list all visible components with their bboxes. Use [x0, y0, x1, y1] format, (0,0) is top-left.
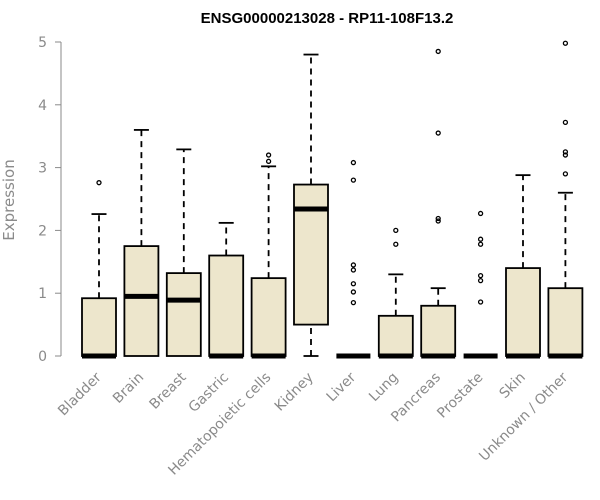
- box-iqr: [250, 277, 287, 357]
- outlier-point: [562, 119, 569, 126]
- y-axis-label: Expression: [0, 159, 18, 240]
- box-iqr: [547, 287, 584, 357]
- outlier-point: [477, 272, 484, 279]
- box-liver: [336, 159, 371, 359]
- y-tick-label-2: 2: [38, 223, 47, 239]
- outlier-point: [435, 215, 441, 222]
- outlier-point: [477, 299, 484, 305]
- outlier-point: [350, 177, 357, 183]
- box-brain: [123, 129, 160, 357]
- x-tick-label-kidney: Kidney: [272, 370, 317, 415]
- outlier-point: [477, 236, 484, 242]
- outlier-point: [350, 281, 357, 287]
- box-iqr: [208, 254, 245, 357]
- x-tick-label-breast: Breast: [146, 369, 190, 413]
- x-tick-label-bladder: Bladder: [55, 369, 105, 419]
- box-gastric: [208, 221, 245, 359]
- x-tick-label-lung: Lung: [366, 370, 401, 405]
- box-iqr: [505, 267, 541, 357]
- outlier-point: [435, 218, 441, 224]
- outlier-point: [435, 48, 441, 55]
- outlier-point: [477, 210, 484, 217]
- outlier-point: [562, 40, 569, 46]
- box-iqr: [420, 304, 457, 357]
- outlier-point: [350, 299, 357, 306]
- outlier-point: [350, 262, 357, 268]
- y-tick-label-0: 0: [38, 349, 47, 365]
- box-kidney: [293, 53, 329, 357]
- boxes-group: [81, 40, 584, 359]
- x-tick-label-skin: Skin: [496, 370, 528, 402]
- box-iqr: [81, 297, 117, 357]
- box-skin: [505, 174, 541, 359]
- x-tick-label-brain: Brain: [110, 370, 147, 407]
- y-tick-label-3: 3: [38, 161, 47, 177]
- outlier-point: [96, 180, 102, 186]
- outlier-point: [350, 289, 357, 295]
- outlier-point: [477, 241, 484, 247]
- outlier-point: [265, 152, 272, 158]
- y-tick-label-4: 4: [38, 98, 47, 114]
- x-tick-label-liver: Liver: [324, 369, 360, 405]
- x-tick-label-prostate: Prostate: [434, 370, 486, 422]
- outlier-point: [350, 159, 357, 166]
- y-tick-label-1: 1: [38, 286, 47, 302]
- box-bladder: [81, 180, 117, 359]
- box-hematopoietic-cells: [250, 152, 287, 359]
- y-axis: 0 1 2 3 4 5: [38, 35, 62, 365]
- y-tick-label-5: 5: [38, 35, 47, 51]
- box-iqr: [123, 245, 160, 357]
- outlier-point: [435, 130, 441, 136]
- outlier-point: [350, 267, 357, 273]
- outlier-point: [562, 149, 569, 155]
- chart-title: ENSG00000213028 - RP11-108F13.2: [201, 10, 454, 27]
- box-pancreas: [420, 48, 457, 359]
- outlier-point: [477, 277, 484, 284]
- outlier-point: [562, 152, 569, 158]
- box-unknown-other: [547, 40, 584, 359]
- outlier-point: [562, 171, 569, 177]
- outlier-point: [265, 158, 272, 164]
- outlier-point: [393, 241, 399, 247]
- outlier-point: [393, 227, 399, 234]
- box-iqr: [293, 183, 329, 326]
- box-breast: [165, 148, 202, 357]
- box-lung: [377, 227, 414, 359]
- box-prostate: [463, 210, 498, 359]
- box-iqr: [165, 272, 202, 357]
- box-iqr: [377, 314, 414, 357]
